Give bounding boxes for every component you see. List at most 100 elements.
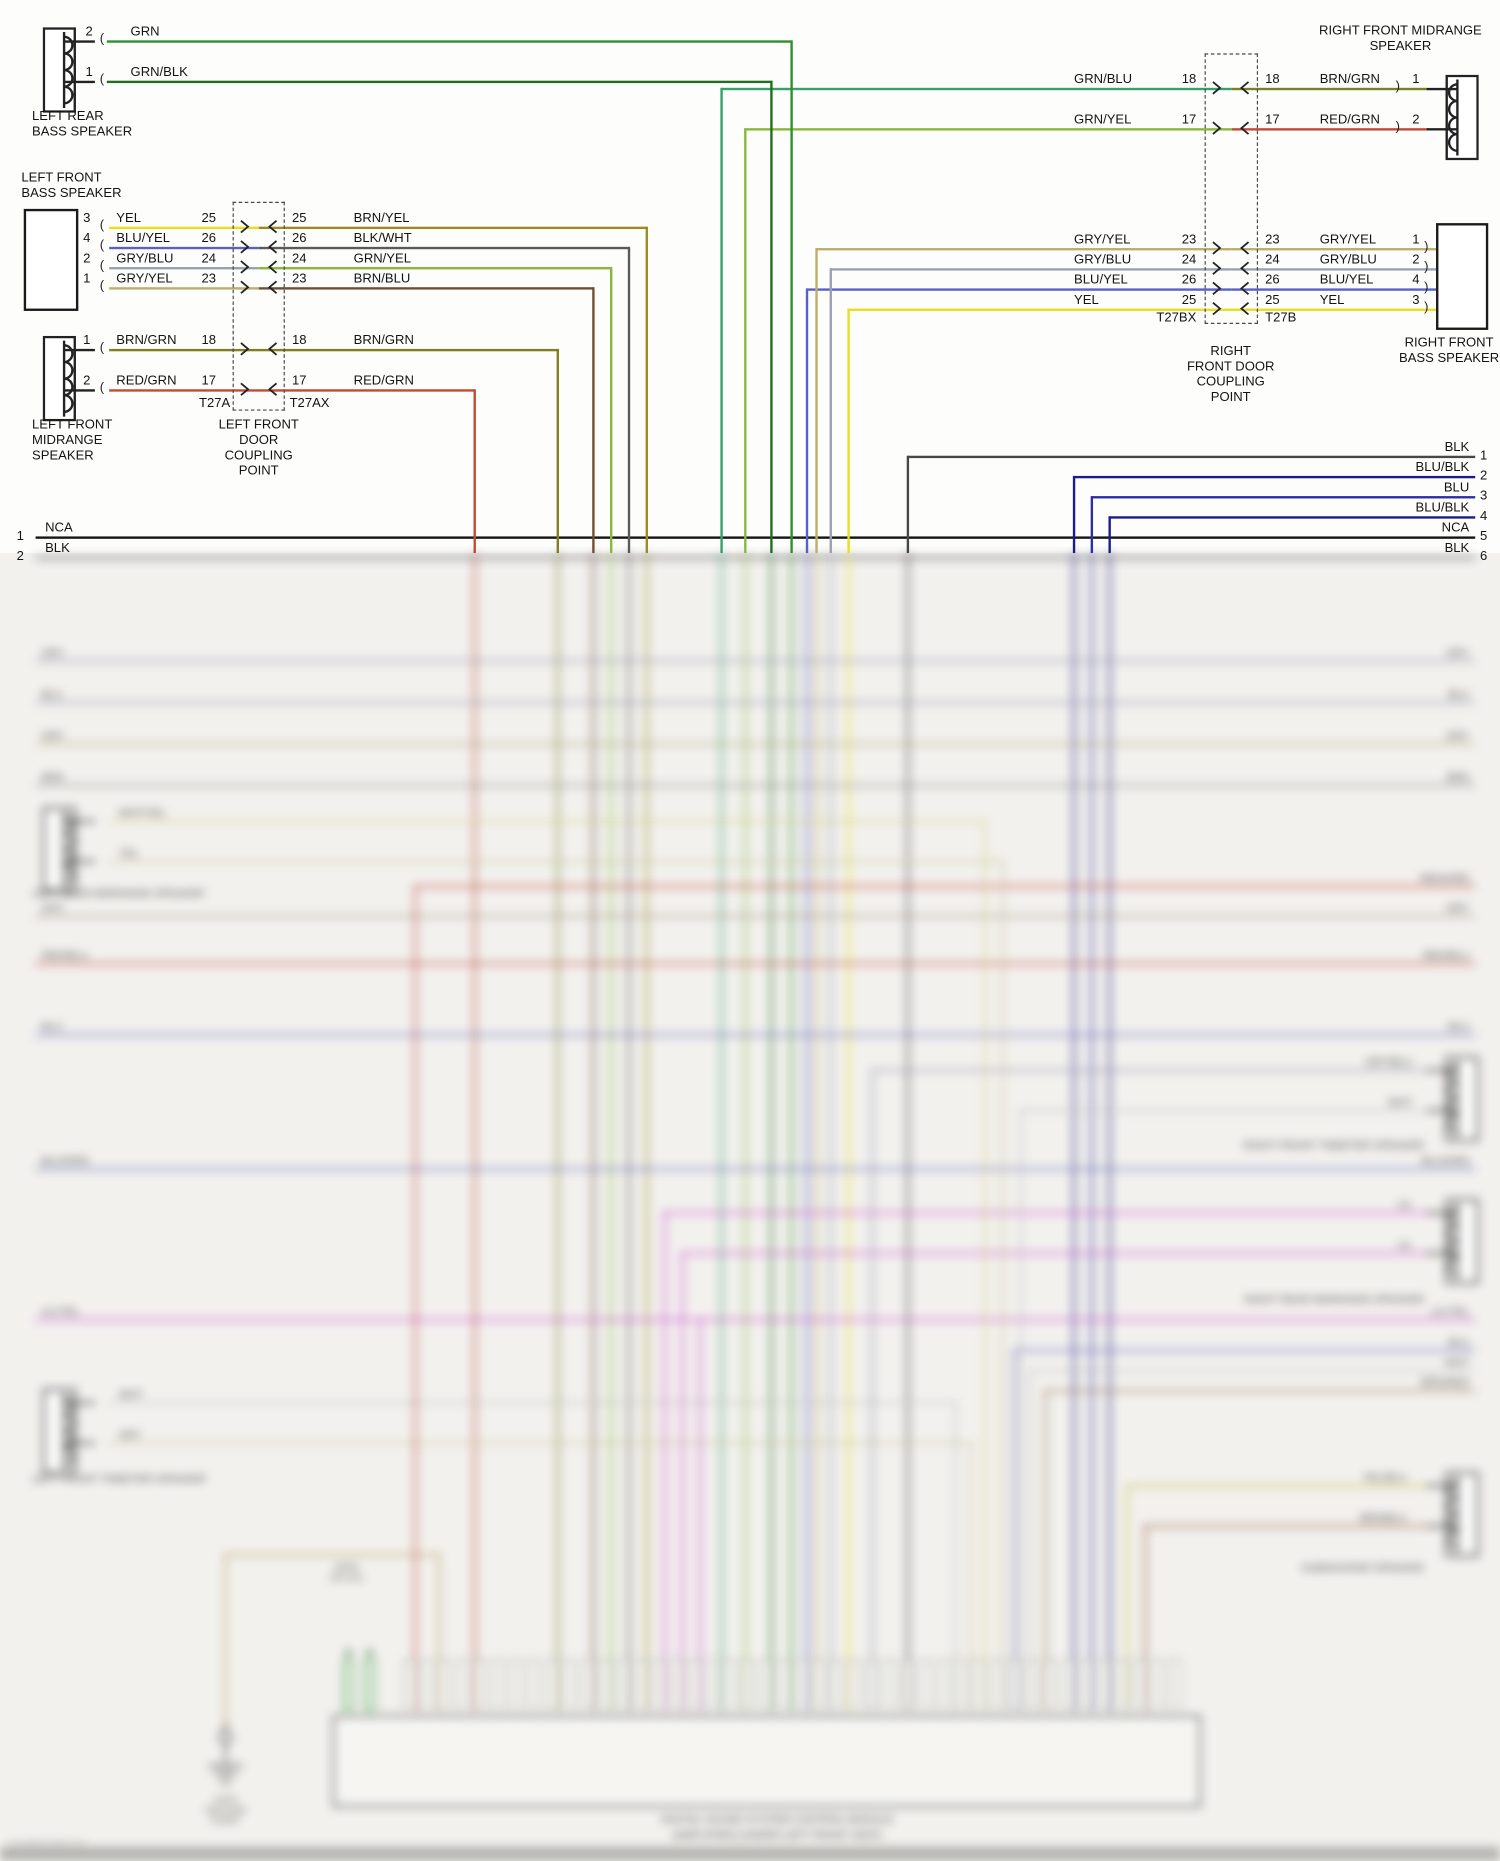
- wire-label: BLK: [1444, 440, 1470, 455]
- coupling-pin-number: 23: [1181, 232, 1197, 247]
- wire-segment: [770, 80, 773, 554]
- wire-segment: [1072, 553, 1076, 1712]
- module-title: DIGITAL SOUND SYSTEM CONTROL MODULE: [661, 1813, 894, 1826]
- pin-number: 1: [1412, 232, 1420, 247]
- pin-number: 1: [85, 65, 93, 80]
- wire-label: GRY/YEL: [116, 271, 173, 287]
- wire-segment: [610, 267, 613, 554]
- coupling-pin-number: 18: [291, 333, 307, 348]
- wire-label: LIL: [1397, 1239, 1413, 1251]
- wire-label: GRY/BLU: [1319, 252, 1377, 268]
- amp-connector-pin: [510, 1659, 523, 1712]
- wire-segment: [35, 556, 1476, 559]
- coupling-pin-chevron: [240, 240, 278, 254]
- wire-label: BLU: [1448, 1020, 1470, 1033]
- component-label: RIGHT REAR MIDRANGE SPEAKER: [1244, 1293, 1425, 1306]
- pin-number: 3: [1479, 488, 1488, 504]
- amp-connector-pin: [741, 1659, 754, 1712]
- pin-number: 1: [16, 529, 24, 544]
- coupling-pin-number: 26: [201, 231, 216, 246]
- coupling-pin-chevron: [240, 219, 278, 234]
- wire-segment: [473, 389, 476, 554]
- wire-segment: [815, 248, 818, 554]
- amp-connector-pin: [545, 1659, 558, 1712]
- pin-number: 5: [1479, 529, 1488, 544]
- wire-label: GRY: [1446, 901, 1470, 914]
- wire-segment: [1091, 496, 1476, 499]
- amp-connector-pin: [1133, 1659, 1146, 1712]
- coupling-pin-chevron: [1212, 301, 1250, 316]
- wire-label: BRN/BLU: [353, 271, 411, 287]
- amp-connector-pin: [955, 1659, 968, 1712]
- wire-label: GRY: [118, 1428, 142, 1441]
- coupling-pin-chevron: [1212, 261, 1250, 276]
- wire-segment: [805, 288, 809, 554]
- amp-connector-pin: [599, 1659, 612, 1712]
- wire-label: WHT: [1387, 1096, 1413, 1109]
- coupling-pin-number: 17: [1265, 112, 1280, 127]
- coupling-pin-number: 17: [291, 373, 307, 389]
- wire-segment: [805, 553, 809, 1712]
- wire-segment: [35, 962, 1476, 965]
- amp-connector-pin: [528, 1659, 540, 1712]
- wire-label: RED/BLU: [1422, 949, 1470, 962]
- wire-label: BLU/BLK: [1415, 460, 1470, 475]
- wire-segment: [627, 553, 631, 1712]
- wire-label: BRN/BLU: [1360, 1511, 1407, 1524]
- wire-label: GRN/YEL: [1074, 112, 1132, 127]
- wire-segment: [1014, 1349, 1476, 1352]
- amp-connector-pin: [973, 1659, 986, 1712]
- wire-segment: [770, 553, 773, 1712]
- coupling-pin-chevron: [240, 260, 278, 274]
- wire-segment: [1108, 553, 1111, 1712]
- pin-number: 1: [1479, 448, 1488, 463]
- amp-connector-pin: [937, 1659, 950, 1712]
- wire-segment: [109, 389, 475, 392]
- wire-segment: [682, 1252, 1427, 1255]
- coupling-pin-number: 17: [201, 373, 216, 389]
- blurred-region-backdrop: [0, 553, 1500, 1861]
- component-label: RIGHT FRONT BASS SPEAKER: [1399, 335, 1500, 366]
- wire-segment: [744, 553, 747, 1712]
- wire-segment: [473, 553, 476, 1712]
- wire-segment: [1044, 1389, 1047, 1712]
- pin-number: 2: [1479, 468, 1488, 484]
- coupling-pin-number: 26: [1181, 272, 1197, 288]
- terminal-mark: (: [99, 72, 105, 87]
- wire-segment: [35, 1318, 1476, 1321]
- amp-connector-pin: [1097, 1659, 1110, 1712]
- amp-connector-pin: [830, 1659, 843, 1712]
- wire-label: RED/BLU: [41, 949, 88, 962]
- coupling-pin-chevron: [1212, 80, 1250, 95]
- wire-segment: [556, 553, 559, 1712]
- wire-segment: [610, 553, 613, 1712]
- terminal-mark: (: [99, 340, 105, 355]
- wire-segment: [415, 885, 1476, 888]
- coupling-pin-number: 25: [1265, 293, 1280, 308]
- wire-segment: [807, 288, 1232, 291]
- wire-segment: [1231, 308, 1437, 311]
- wire-segment: [721, 87, 1232, 91]
- wire-label: WHT: [1444, 1356, 1470, 1369]
- amp-connector-pin: [866, 1659, 879, 1712]
- ground-symbol: [207, 1723, 244, 1785]
- wire-segment: [109, 820, 986, 823]
- component-label: LEFT FRONT TWEETER SPEAKER: [32, 1472, 206, 1485]
- connector-code: T27A: [199, 396, 231, 411]
- wire-segment: [106, 80, 772, 84]
- wire-segment: [969, 1441, 972, 1712]
- wire-segment: [1126, 1484, 1129, 1712]
- right-door-coupling-box: [1204, 53, 1259, 324]
- wire-label: BLU: [1448, 688, 1470, 701]
- wire-segment: [1030, 1369, 1476, 1372]
- wire-segment: [954, 1401, 957, 1712]
- wire-segment: [35, 659, 1476, 663]
- terminal-mark: (: [99, 278, 105, 294]
- terminal-mark: (: [99, 258, 105, 273]
- wire-label: GRY/YEL: [1074, 232, 1131, 247]
- wire-segment: [871, 1069, 874, 1712]
- wire-label: GRN/BLK: [130, 65, 188, 80]
- wire-segment: [1013, 1349, 1016, 1712]
- amp-connector-pin: [492, 1659, 505, 1712]
